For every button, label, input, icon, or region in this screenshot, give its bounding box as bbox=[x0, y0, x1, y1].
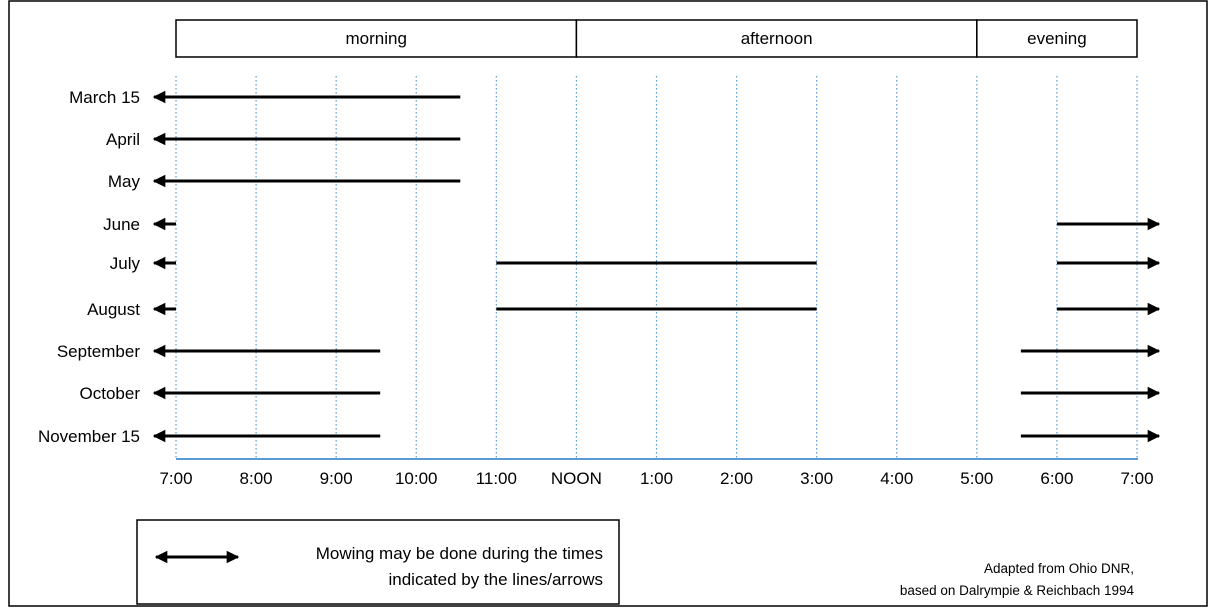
x-tick-label-4: 11:00 bbox=[476, 469, 517, 488]
row-label-8: November 15 bbox=[38, 427, 140, 446]
period-label-afternoon: afternoon bbox=[741, 29, 813, 48]
period-box-evening bbox=[976, 19, 1138, 58]
row-label-1: April bbox=[106, 130, 140, 149]
row-label-5: August bbox=[87, 300, 140, 319]
x-tick-label-11: 6:00 bbox=[1040, 469, 1073, 488]
outer-border bbox=[8, 0, 1208, 607]
row-label-0: March 15 bbox=[69, 88, 140, 107]
legend-text-line-2: indicated by the lines/arrows bbox=[388, 570, 603, 589]
month-rows: March 15 April May June July August September O… bbox=[38, 88, 1161, 446]
x-tick-label-6: 1:00 bbox=[640, 469, 673, 488]
x-tick-label-3: 10:00 bbox=[395, 469, 438, 488]
x-tick-label-9: 4:00 bbox=[880, 469, 913, 488]
credit-note: Adapted from Ohio DNR, based on Dalrympi… bbox=[900, 561, 1135, 598]
x-tick-label-7: 2:00 bbox=[720, 469, 753, 488]
x-tick-label-1: 8:00 bbox=[240, 469, 273, 488]
x-tick-label-12: 7:00 bbox=[1120, 469, 1153, 488]
x-tick-label-8: 3:00 bbox=[800, 469, 833, 488]
legend-text-line-1: Mowing may be done during the times bbox=[316, 544, 603, 563]
x-tick-labels: 7:00 8:00 9:00 10:00 11:00 NOON 1:00 2:00 3:00 4:… bbox=[159, 469, 1153, 488]
period-label-evening: evening bbox=[1027, 29, 1087, 48]
credit-line-1: Adapted from Ohio DNR, bbox=[984, 561, 1134, 576]
period-box-morning bbox=[175, 19, 578, 58]
x-tick-label-10: 5:00 bbox=[960, 469, 993, 488]
row-label-2: May bbox=[108, 172, 141, 191]
x-tick-label-2: 9:00 bbox=[320, 469, 353, 488]
x-tick-label-5: NOON bbox=[551, 469, 602, 488]
period-header: morning afternoon evening bbox=[175, 19, 1138, 58]
row-label-6: September bbox=[57, 342, 140, 361]
period-box-afternoon bbox=[575, 19, 978, 58]
legend-box: Mowing may be done during the times indi… bbox=[136, 519, 620, 605]
row-label-7: October bbox=[80, 384, 141, 403]
x-tick-label-0: 7:00 bbox=[159, 469, 192, 488]
row-label-4: July bbox=[110, 254, 141, 273]
credit-line-2: based on Dalrympie & Reichbach 1994 bbox=[900, 583, 1135, 598]
grid-lines bbox=[175, 76, 1138, 459]
row-label-3: June bbox=[103, 215, 140, 234]
period-label-morning: morning bbox=[345, 29, 406, 48]
